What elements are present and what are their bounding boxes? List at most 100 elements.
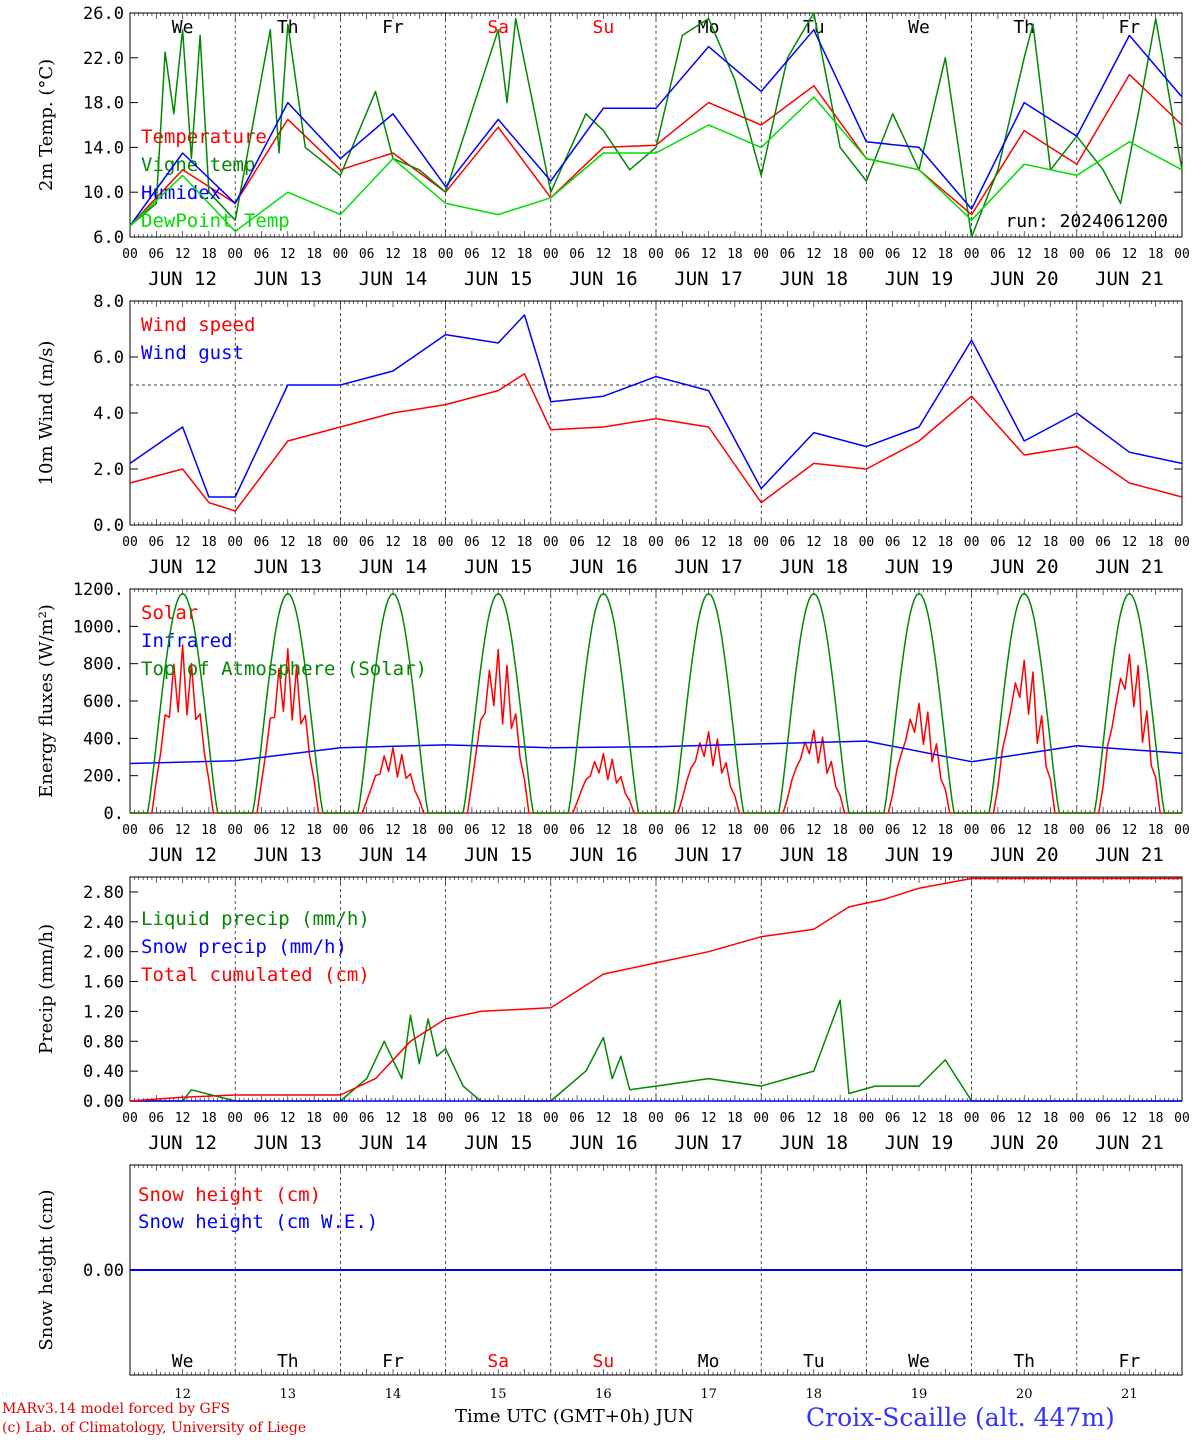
legend-snow-height-cm-w-e-: Snow height (cm W.E.): [138, 1211, 378, 1233]
legend-wind-gust: Wind gust: [141, 342, 244, 364]
hour-tick-label: 00: [753, 247, 769, 262]
hour-tick-label: 18: [1043, 535, 1059, 550]
hour-tick-label: 06: [780, 1111, 796, 1126]
hour-tick-label: 12: [490, 823, 506, 838]
y-tick-label: 0.0: [93, 516, 124, 536]
hour-tick-label: 06: [674, 247, 690, 262]
hour-tick-label: 00: [753, 1111, 769, 1126]
series-humidex: [129, 29, 1183, 227]
day-number-label: 15: [490, 1387, 507, 1400]
hour-tick-label: 00: [333, 823, 349, 838]
hour-tick-label: 00: [122, 247, 138, 262]
weekday-label: We: [908, 17, 930, 38]
hour-tick-label: 06: [780, 535, 796, 550]
y-axis-label: 2m Temp. (°C): [36, 59, 57, 191]
hour-tick-label: 06: [674, 1111, 690, 1126]
date-label: JUN 17: [674, 556, 743, 578]
date-label: JUN 20: [990, 268, 1059, 290]
weekday-label: Sa: [487, 17, 509, 38]
hour-tick-label: 00: [964, 247, 980, 262]
hour-tick-label: 12: [280, 1111, 296, 1126]
y-tick-label: 1.60: [83, 973, 124, 993]
series-liquid-precip-mm-h-: [130, 999, 1182, 1102]
hour-tick-label: 12: [175, 535, 191, 550]
hour-tick-label: 00: [753, 535, 769, 550]
model-credit: MARv3.14 model forced by GFS: [2, 1401, 231, 1417]
hour-tick-label: 06: [148, 535, 164, 550]
hour-tick-label: 12: [911, 247, 927, 262]
hour-tick-label: 00: [753, 823, 769, 838]
date-label: JUN 21: [1095, 844, 1164, 866]
date-label: JUN 15: [464, 844, 533, 866]
hour-tick-label: 00: [859, 823, 875, 838]
station-label: Croix-Scaille (alt. 447m): [806, 1403, 1115, 1432]
weekday-label: Fr: [1119, 17, 1141, 38]
weekday-label: Th: [1013, 17, 1035, 38]
y-tick-label: 0.00: [83, 1092, 124, 1112]
hour-tick-label: 06: [569, 535, 585, 550]
date-label: JUN 15: [464, 556, 533, 578]
hour-tick-label: 00: [122, 535, 138, 550]
day-number-label: 12: [174, 1387, 191, 1400]
legend-wind-speed: Wind speed: [141, 314, 255, 336]
date-label: JUN 21: [1095, 268, 1164, 290]
hour-tick-label: 12: [175, 247, 191, 262]
hour-tick-label: 18: [937, 535, 953, 550]
y-axis-label: 10m Wind (m/s): [36, 341, 57, 486]
hour-tick-label: 12: [806, 823, 822, 838]
weekday-label: Mo: [698, 1351, 720, 1372]
weekday-label: Th: [1013, 1351, 1035, 1372]
y-tick-label: 2.0: [93, 460, 124, 480]
date-label: JUN 14: [359, 556, 428, 578]
date-label: JUN 13: [253, 268, 322, 290]
y-tick-label: 1000.: [73, 617, 124, 637]
hour-tick-label: 00: [333, 247, 349, 262]
hour-tick-label: 00: [859, 535, 875, 550]
hour-tick-label: 06: [1095, 1111, 1111, 1126]
legend-solar: Solar: [141, 602, 198, 624]
hour-tick-label: 00: [964, 1111, 980, 1126]
hour-tick-label: 18: [832, 247, 848, 262]
date-label: JUN 12: [148, 556, 217, 578]
hour-tick-label: 06: [990, 247, 1006, 262]
hour-tick-label: 06: [464, 247, 480, 262]
panel-frame-wind: [129, 300, 1183, 526]
date-label: JUN 15: [464, 268, 533, 290]
day-number-label: 14: [385, 1387, 402, 1400]
legend-snow-precip-mm-h-: Snow precip (mm/h): [141, 936, 347, 958]
hour-tick-label: 18: [306, 247, 322, 262]
hour-tick-label: 18: [1043, 247, 1059, 262]
date-label: JUN 17: [674, 844, 743, 866]
hour-tick-label: 18: [411, 247, 427, 262]
hour-tick-label: 06: [569, 1111, 585, 1126]
hour-tick-label: 12: [1122, 823, 1138, 838]
hour-tick-label: 18: [727, 823, 743, 838]
panel-frame-energy: [129, 588, 1183, 814]
y-tick-label: 10.0: [83, 183, 124, 203]
series-wind-speed: [129, 373, 1183, 512]
hour-tick-label: 18: [517, 1111, 533, 1126]
hour-tick-label: 12: [911, 535, 927, 550]
hour-tick-label: 06: [885, 535, 901, 550]
hour-tick-label: 18: [1148, 1111, 1164, 1126]
hour-tick-label: 18: [201, 535, 217, 550]
date-label: JUN 20: [990, 1132, 1059, 1154]
hour-tick-label: 00: [438, 1111, 454, 1126]
date-label: JUN 14: [359, 844, 428, 866]
weekday-label: Tu: [803, 1351, 825, 1372]
hour-tick-label: 12: [1016, 535, 1032, 550]
hour-tick-label: 12: [701, 1111, 717, 1126]
hour-tick-label: 00: [648, 535, 664, 550]
date-label: JUN 16: [569, 556, 638, 578]
hour-tick-label: 18: [1148, 247, 1164, 262]
hour-tick-label: 00: [543, 535, 559, 550]
hour-tick-label: 12: [1016, 823, 1032, 838]
hour-tick-label: 00: [543, 1111, 559, 1126]
date-label: JUN 18: [779, 1132, 848, 1154]
hour-tick-label: 06: [1095, 823, 1111, 838]
panel-frame-temperature: [129, 12, 1183, 238]
legend-snow-height-cm-: Snow height (cm): [138, 1184, 321, 1206]
y-tick-label: 4.0: [93, 404, 124, 424]
hour-tick-label: 12: [701, 823, 717, 838]
hour-tick-label: 18: [517, 535, 533, 550]
